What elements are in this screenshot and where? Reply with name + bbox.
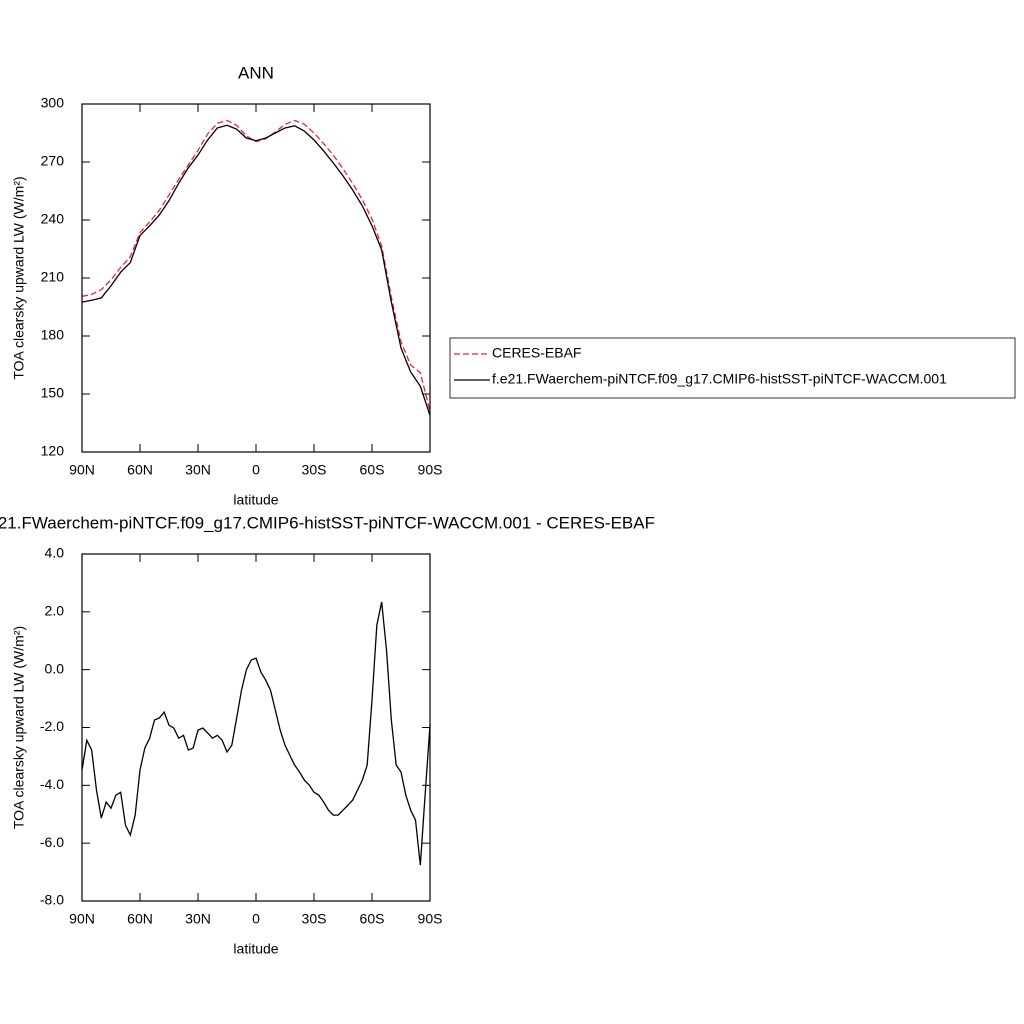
y-tick-label: 4.0 xyxy=(45,545,65,561)
y-axis-label: TOA clearsky upward LW (W/m²) xyxy=(11,176,27,379)
x-tick-label: 30N xyxy=(185,462,211,478)
y-tick-label: -4.0 xyxy=(40,776,64,792)
plot-frame xyxy=(81,103,431,453)
y-tick-label: 240 xyxy=(41,211,65,227)
y-tick-label: 180 xyxy=(41,327,65,343)
y-tick-label: -6.0 xyxy=(40,834,64,850)
legend: CERES-EBAF f.e21.FWaerchem-piNTCF.f09_g17… xyxy=(449,337,1016,399)
y-tick-label: 120 xyxy=(41,443,65,459)
y-tick-label: -8.0 xyxy=(40,892,64,908)
y-tick-label: 0.0 xyxy=(45,660,65,676)
x-tick-label: 90S xyxy=(418,462,443,478)
series-line xyxy=(81,601,431,866)
legend-label: CERES-EBAF xyxy=(492,345,581,361)
y-tick-label: 300 xyxy=(41,95,65,111)
x-tick-label: 90N xyxy=(69,462,95,478)
chart-title: ANN xyxy=(238,63,274,82)
y-tick-label: 150 xyxy=(41,385,65,401)
series-line xyxy=(81,124,431,416)
legend-label: f.e21.FWaerchem-piNTCF.f09_g17.CMIP6-his… xyxy=(492,371,947,387)
y-axis-label: TOA clearsky upward LW (W/m²) xyxy=(11,626,27,829)
plot-frame xyxy=(81,553,431,902)
y-tick-label: 2.0 xyxy=(45,603,65,619)
x-tick-label: 30N xyxy=(185,911,211,927)
x-tick-label: 90S xyxy=(418,911,443,927)
y-tick-label: 270 xyxy=(41,153,65,169)
legend-box xyxy=(449,337,1016,399)
x-tick-label: 60S xyxy=(360,462,385,478)
x-tick-label: 30S xyxy=(302,911,327,927)
x-tick-label: 0 xyxy=(252,911,260,927)
x-tick-label: 30S xyxy=(302,462,327,478)
x-axis-label: latitude xyxy=(233,941,278,957)
x-tick-label: 60S xyxy=(360,911,385,927)
series-line xyxy=(81,119,431,412)
y-tick-label: -2.0 xyxy=(40,718,64,734)
x-tick-label: 60N xyxy=(127,911,153,927)
x-tick-label: 90N xyxy=(69,911,95,927)
y-tick-label: 210 xyxy=(41,269,65,285)
x-axis-label: latitude xyxy=(233,492,278,508)
x-tick-label: 0 xyxy=(252,462,260,478)
x-tick-label: 60N xyxy=(127,462,153,478)
chart-title: f.e21.FWaerchem-piNTCF.f09_g17.CMIP6-his… xyxy=(0,513,655,532)
